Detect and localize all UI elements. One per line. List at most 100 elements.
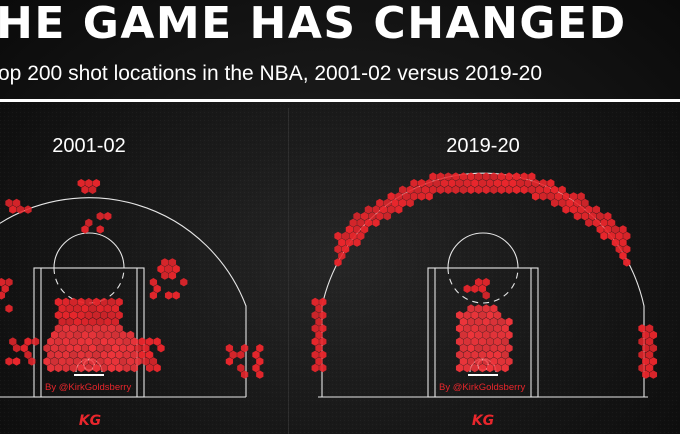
shot-hex — [429, 172, 437, 181]
shot-hex — [104, 344, 112, 353]
shot-hex — [252, 350, 260, 359]
shot-hex — [334, 245, 342, 254]
shot-hex — [311, 337, 319, 346]
shot-hex — [398, 185, 407, 194]
shot-hex — [77, 297, 85, 307]
shot-hex — [311, 350, 319, 359]
shot-hex — [81, 357, 89, 366]
shot-hex — [319, 324, 327, 333]
shot-hex — [501, 363, 509, 373]
shot-hex — [66, 317, 74, 326]
shot-hex — [107, 363, 116, 373]
shot-hex — [547, 179, 555, 188]
shot-hex — [142, 344, 150, 353]
shot-hex — [531, 192, 540, 201]
shot-hex — [459, 317, 468, 326]
lane-inner-lines — [40, 268, 138, 397]
shot-hex — [455, 363, 464, 373]
shot-hex — [115, 324, 123, 333]
shot-hex — [24, 205, 32, 214]
shot-hex — [436, 185, 445, 194]
shot-hex — [410, 179, 418, 188]
shot-hex — [153, 363, 161, 373]
shot-hex — [535, 185, 544, 194]
shot-hex — [73, 344, 82, 353]
shot-hex — [62, 311, 70, 320]
shot-hex — [360, 225, 369, 234]
shot-hex — [539, 179, 547, 188]
shot-hex — [92, 179, 101, 188]
shot-hex — [81, 317, 89, 326]
logo-text: KG — [79, 413, 101, 429]
shot-hex — [459, 357, 468, 366]
shot-hex — [497, 317, 506, 326]
shot-hex — [172, 264, 180, 274]
shot-hex — [372, 205, 380, 214]
shot-hex — [493, 311, 502, 320]
shot-hex — [252, 363, 260, 373]
shot-hex — [505, 330, 513, 340]
shot-hex — [581, 212, 589, 221]
shot-hex — [623, 258, 631, 267]
shot-hex — [77, 324, 85, 333]
shot-hex — [467, 317, 475, 326]
shot-hex — [642, 344, 650, 353]
shot-hex — [69, 311, 78, 320]
shot-hex — [455, 350, 464, 359]
shot-hex — [0, 291, 6, 300]
shot-hex — [24, 337, 32, 346]
shot-hex — [471, 363, 479, 373]
shot-hex — [505, 172, 513, 181]
shot-hex — [520, 172, 528, 181]
shot-hex — [111, 357, 120, 366]
shot-hex — [119, 357, 127, 366]
shot-hex — [486, 337, 494, 346]
shot-hex — [334, 231, 342, 241]
shot-hex — [376, 212, 384, 221]
shot-hex — [85, 297, 93, 307]
shot-hex — [319, 337, 327, 346]
shot-hex — [104, 304, 112, 313]
shot-hex — [471, 350, 479, 359]
shot-hex — [153, 337, 161, 346]
shot-hex — [5, 357, 13, 366]
shot-hex — [54, 363, 63, 373]
shot-hex — [478, 363, 487, 373]
shot-hex — [12, 198, 21, 208]
shot-hex — [111, 304, 120, 313]
shot-hex — [149, 357, 158, 366]
shot-hex — [319, 350, 327, 359]
shot-hex — [585, 218, 593, 227]
shot-hex — [225, 357, 234, 366]
free-throw-circle-bottom — [53, 267, 125, 304]
shot-hex — [558, 185, 566, 194]
shot-hex — [490, 344, 498, 353]
shot-hex — [157, 344, 165, 353]
shot-hex — [421, 185, 430, 194]
shot-hex — [471, 337, 479, 346]
logo-text: KG — [472, 413, 494, 429]
shot-hex — [145, 363, 154, 373]
shot-hex — [256, 370, 264, 379]
shot-hex — [5, 198, 13, 208]
shot-hex — [414, 185, 422, 194]
shot-hex — [96, 304, 104, 313]
shot-hex — [20, 344, 28, 353]
shot-hex — [600, 231, 608, 241]
shot-hex — [85, 179, 93, 188]
shot-hex — [562, 205, 570, 214]
shot-hex — [482, 291, 490, 300]
shot-hex — [54, 350, 63, 359]
shot-hex — [256, 344, 264, 353]
shot-hex — [353, 225, 361, 234]
shot-hex — [478, 311, 487, 320]
shot-hex — [600, 218, 608, 227]
shot-hex — [85, 324, 93, 333]
shot-hex — [474, 317, 483, 326]
shot-hex — [111, 344, 120, 353]
shot-hex — [604, 225, 612, 234]
shot-hex — [490, 330, 498, 340]
shot-hex — [482, 304, 490, 313]
shot-hex — [452, 185, 460, 194]
